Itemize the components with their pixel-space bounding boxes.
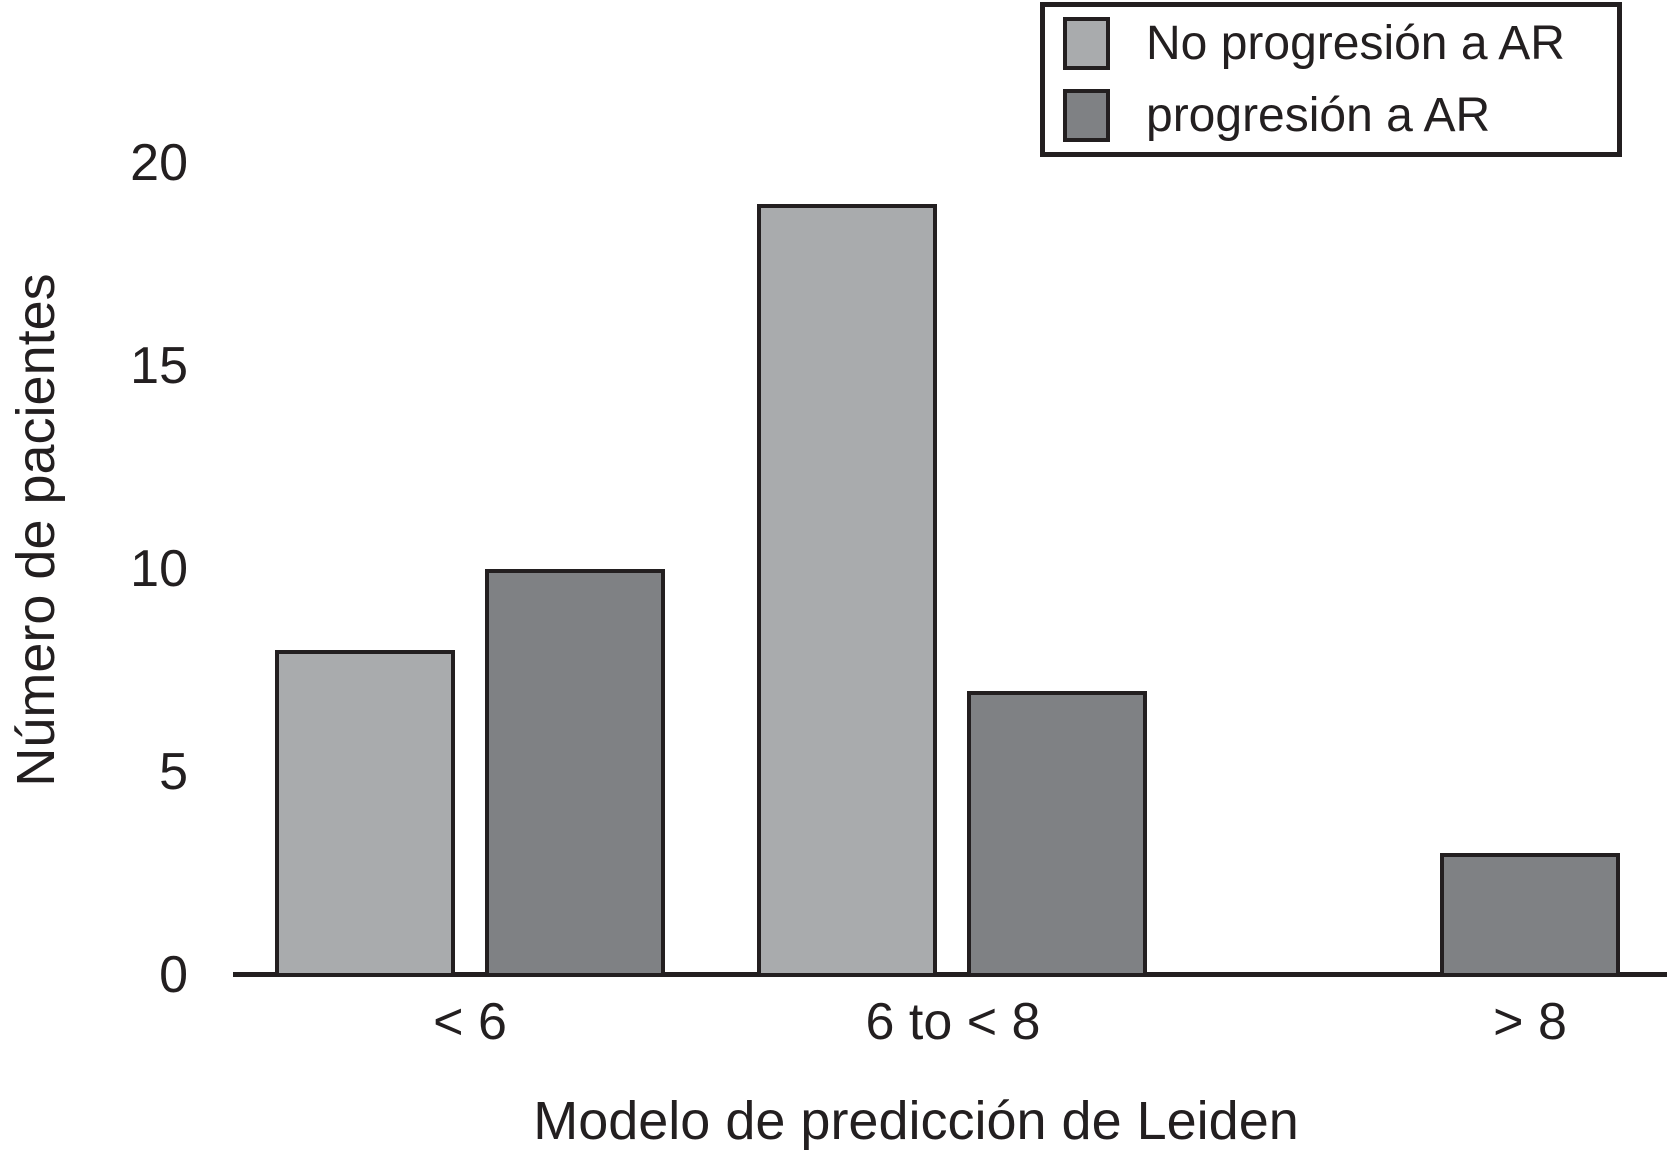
y-tick-label-0: 0 (159, 946, 188, 1004)
x-tick-label-0: < 6 (433, 993, 507, 1051)
y-tick-label-5: 5 (159, 743, 188, 801)
legend-item-no-progression: No progresión a AR (1063, 8, 1617, 80)
legend-swatch-progression (1063, 89, 1110, 142)
legend-item-progression: progresión a AR (1063, 80, 1617, 152)
y-tick-label-20: 20 (130, 134, 188, 192)
x-tick-label-2: > 8 (1493, 993, 1567, 1051)
legend-label-progression: progresión a AR (1146, 89, 1491, 142)
x-axis-line (233, 972, 1667, 977)
bar-series0-< 6 (275, 650, 455, 977)
x-axis-title: Modelo de predicción de Leiden (533, 1091, 1299, 1151)
legend-label-no-progression: No progresión a AR (1146, 17, 1565, 70)
bar-series0-6 to < 8 (757, 203, 937, 977)
y-tick-label-10: 10 (130, 540, 188, 598)
x-tick-label-1: 6 to < 8 (865, 993, 1041, 1051)
y-tick-label-15: 15 (130, 337, 188, 395)
bar-series1-6 to < 8 (967, 690, 1147, 977)
legend: No progresión a AR progresión a AR (1040, 2, 1622, 157)
bar-series1-< 6 (485, 569, 665, 977)
bar-series1-> 8 (1440, 853, 1620, 977)
x-axis-tick-labels: < 6 6 to < 8 > 8 (0, 992, 1667, 1062)
legend-swatch-no-progression (1063, 17, 1110, 70)
